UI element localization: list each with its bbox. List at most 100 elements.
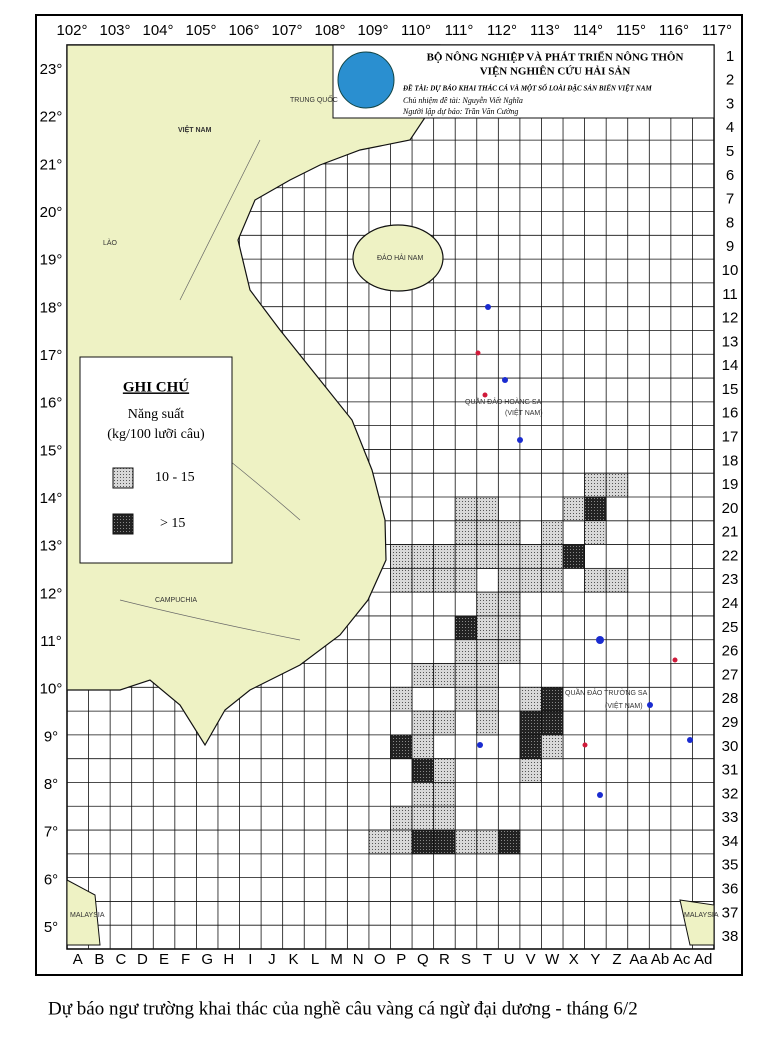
longitude-label: 103° xyxy=(99,22,130,39)
longitude-label: 106° xyxy=(228,22,259,39)
row-label: 38 xyxy=(722,928,739,945)
cell-medium xyxy=(411,567,435,593)
cell-medium xyxy=(476,520,499,545)
project: ĐỀ TÀI: DỰ BÁO KHAI THÁC CÁ VÀ MỘT SỐ LO… xyxy=(402,85,653,93)
row-label: 19 xyxy=(722,476,739,493)
row-label: 21 xyxy=(722,524,739,541)
latitude-label: 19° xyxy=(40,252,63,269)
column-label: Ac xyxy=(673,951,691,968)
cell-high xyxy=(411,758,435,783)
cell-medium xyxy=(390,805,413,831)
place: TRUNG QUỐC xyxy=(290,94,338,104)
row-label: 4 xyxy=(726,119,734,136)
longitude-label: 105° xyxy=(185,22,216,39)
cell-medium xyxy=(390,567,413,593)
row-label: 23 xyxy=(722,571,739,588)
longitude-label: 107° xyxy=(271,22,302,39)
cell-medium xyxy=(433,663,456,688)
row-label: 8 xyxy=(726,214,734,231)
row-label: 1 xyxy=(726,48,734,65)
place: LÀO xyxy=(103,238,118,247)
cell-medium xyxy=(433,805,456,831)
row-label: 22 xyxy=(722,547,739,564)
cell-medium xyxy=(454,567,478,593)
cell-medium xyxy=(476,710,499,736)
cell-medium xyxy=(454,496,478,522)
cell-high xyxy=(562,544,585,569)
row-label: 7 xyxy=(726,191,734,208)
latitude-label: 8° xyxy=(44,776,58,793)
row-label: 31 xyxy=(722,762,739,779)
column-label: F xyxy=(181,951,190,968)
row-label: 15 xyxy=(722,381,739,398)
cell-medium xyxy=(497,520,521,545)
row-label: 3 xyxy=(726,95,734,112)
row-label: 35 xyxy=(722,857,739,874)
cell-high xyxy=(584,496,607,522)
latitude-label: 15° xyxy=(40,442,63,459)
cell-medium xyxy=(454,639,478,664)
row-label: 30 xyxy=(722,738,739,755)
latitude-label: 23° xyxy=(40,61,63,78)
cell-medium xyxy=(476,496,499,522)
row-label: 11 xyxy=(722,286,738,303)
cell-medium xyxy=(497,544,521,569)
row-label: 6 xyxy=(726,167,734,184)
column-label: N xyxy=(353,951,364,968)
hainan-island xyxy=(352,224,444,292)
leader: Chủ nhiệm đề tài: Nguyễn Viết Nghĩa xyxy=(403,96,523,105)
latitude-label: 16° xyxy=(40,395,63,412)
cell-high xyxy=(454,615,478,641)
cell-medium xyxy=(454,686,478,712)
longitude-label: 116° xyxy=(659,22,689,39)
latitude-label: 7° xyxy=(44,824,58,841)
cell-medium xyxy=(476,686,499,712)
cell-medium xyxy=(541,734,564,760)
cell-medium xyxy=(390,686,413,712)
latitude-label: 18° xyxy=(40,299,63,316)
legend-title: GHI CHÚ xyxy=(123,378,189,395)
row-label: 36 xyxy=(722,880,739,897)
column-label: I xyxy=(248,951,252,968)
row-label: 12 xyxy=(722,310,739,327)
cell-high xyxy=(519,710,542,736)
column-label: Aa xyxy=(629,951,648,968)
cell-medium xyxy=(476,615,499,641)
longitude-label: 113° xyxy=(530,22,560,39)
header-box xyxy=(332,44,715,119)
place: MALAYSIA xyxy=(684,912,719,919)
row-label: 32 xyxy=(722,785,739,802)
column-label: S xyxy=(461,951,471,968)
row-label: 28 xyxy=(722,690,739,707)
latitude-label: 22° xyxy=(40,109,63,126)
cell-medium xyxy=(541,544,564,569)
column-label: Y xyxy=(590,951,600,968)
cell-high xyxy=(519,734,542,760)
latitude-label: 20° xyxy=(40,204,63,221)
cell-medium xyxy=(497,615,521,641)
place: (VIỆT NAM) xyxy=(605,701,643,710)
latitude-label: 11° xyxy=(40,633,62,650)
cell-medium xyxy=(433,758,456,783)
longitude-label: 109° xyxy=(357,22,388,39)
cell-medium xyxy=(519,758,542,783)
column-label: Ad xyxy=(694,951,712,968)
column-label: W xyxy=(545,951,560,968)
latitude-label: 21° xyxy=(40,156,63,173)
cell-medium xyxy=(476,663,499,688)
row-label: 17 xyxy=(722,428,739,445)
row-label: 33 xyxy=(722,809,739,826)
latitude-label: 14° xyxy=(40,490,63,507)
cell-medium xyxy=(433,782,456,807)
column-label: U xyxy=(504,951,515,968)
column-label: Z xyxy=(612,951,621,968)
cell-medium xyxy=(411,544,435,569)
row-label: 18 xyxy=(722,452,739,469)
column-label: M xyxy=(330,951,343,968)
legend-swatch-light xyxy=(112,467,134,489)
cell-medium xyxy=(584,520,607,545)
place: (VIỆT NAM) xyxy=(505,408,543,417)
row-label: 14 xyxy=(722,357,739,374)
column-label: L xyxy=(311,951,319,968)
